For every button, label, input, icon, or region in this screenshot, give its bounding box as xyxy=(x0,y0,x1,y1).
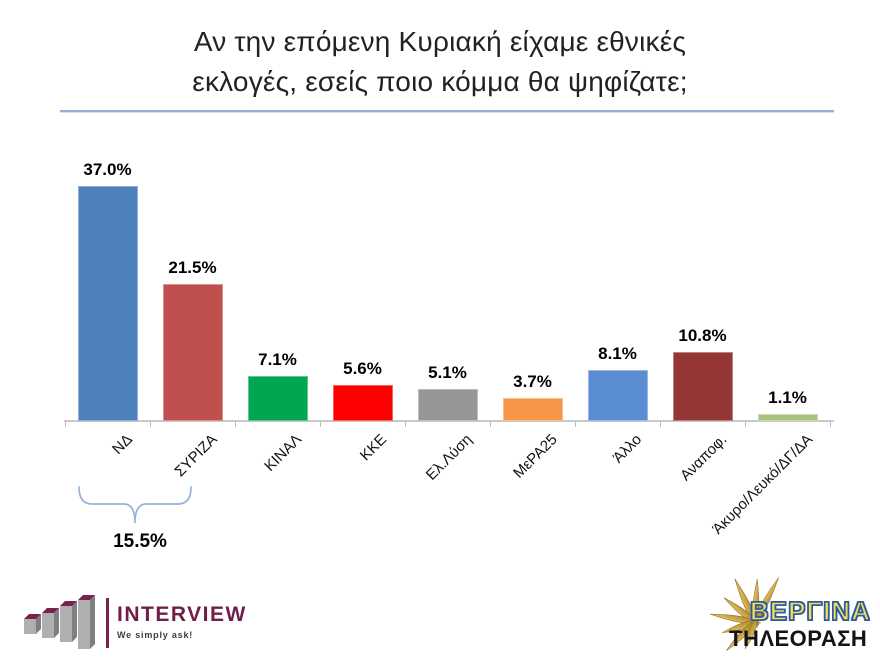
value-label-syriza: 21.5% xyxy=(168,258,217,277)
category-label-nd: ΝΔ xyxy=(108,431,136,458)
value-label-anapofasistoi: 10.8% xyxy=(678,326,727,345)
category-label-kke: ΚΚΕ xyxy=(357,431,391,465)
chart-title-line-1: Αν την επόμενη Κυριακή είχαμε εθνικές xyxy=(193,26,687,57)
axis-tick xyxy=(405,422,406,427)
axis-tick xyxy=(490,422,491,427)
value-label-kinal: 7.1% xyxy=(258,350,297,369)
interview-logo: INTERVIEW We simply ask! xyxy=(22,595,262,653)
value-label-mera25: 3.7% xyxy=(513,372,552,391)
value-label-nd: 37.0% xyxy=(83,160,132,179)
axis-tick xyxy=(235,422,236,427)
column-4 xyxy=(78,595,95,649)
column-3 xyxy=(60,601,77,642)
axis-tick xyxy=(150,422,151,427)
value-label-akyro-leyko-dg-da: 1.1% xyxy=(768,388,807,407)
bar-kke xyxy=(332,385,393,421)
category-label-mera25: ΜεΡΑ25 xyxy=(509,431,561,482)
bar-akyro-leyko-dg-da xyxy=(757,414,818,421)
value-label-kke: 5.6% xyxy=(343,359,382,378)
axis-tick xyxy=(320,422,321,427)
difference-label: 15.5% xyxy=(113,531,167,552)
title-underline xyxy=(60,110,834,112)
bar-allo xyxy=(587,370,648,421)
value-label-elliniki-lysi: 5.1% xyxy=(428,363,467,382)
vergina-sun-icon xyxy=(710,577,779,652)
sun-rays xyxy=(710,577,779,652)
vergina-logo-subtitle: ΤΗΛΕΟΡΑΣΗ xyxy=(729,626,868,651)
axis-tick xyxy=(65,422,66,427)
interview-logo-tagline: We simply ask! xyxy=(117,630,194,640)
category-label-allo: Άλλο xyxy=(610,431,646,467)
bracket-path xyxy=(78,486,192,524)
bar-nd xyxy=(77,186,138,421)
column-2 xyxy=(42,608,59,638)
category-label-anapofasistoi: Αναποφ. xyxy=(677,431,731,485)
axis-tick xyxy=(830,422,831,427)
category-label-elliniki-lysi: Ελ.Λύση xyxy=(422,431,476,484)
x-axis-line xyxy=(64,420,834,422)
axis-tick xyxy=(660,422,661,427)
category-label-syriza: ΣΥΡΙΖΑ xyxy=(171,431,221,481)
vergina-tv-logo: ΒΕΡΓΙΝΑ ΤΗΛΕΟΡΑΣΗ xyxy=(693,556,880,660)
category-label-kinal: ΚΙΝΑΛ xyxy=(261,431,306,475)
chart-title-line-2: εκλογές, εσείς ποιο κόμμα θα ψηφίζατε; xyxy=(192,66,688,97)
bar-elliniki-lysi xyxy=(417,389,478,421)
axis-tick xyxy=(745,422,746,427)
interview-bars-icon xyxy=(24,595,95,649)
value-label-allo: 8.1% xyxy=(598,344,637,363)
difference-bracket xyxy=(78,486,192,524)
chart-title: Αν την επόμενη Κυριακή είχαμε εθνικές εκ… xyxy=(0,22,880,102)
axis-tick xyxy=(575,422,576,427)
interview-logo-name: INTERVIEW xyxy=(117,603,247,626)
interview-logo-text: INTERVIEW We simply ask! xyxy=(117,603,247,640)
column-1 xyxy=(24,614,41,634)
interview-logo-divider xyxy=(106,598,109,648)
bar-anapofasistoi xyxy=(672,352,733,421)
bar-kinal xyxy=(247,376,308,421)
bar-syriza xyxy=(162,284,223,421)
vergina-logo-name: ΒΕΡΓΙΝΑ xyxy=(749,595,871,626)
bar-mera25 xyxy=(502,398,563,421)
